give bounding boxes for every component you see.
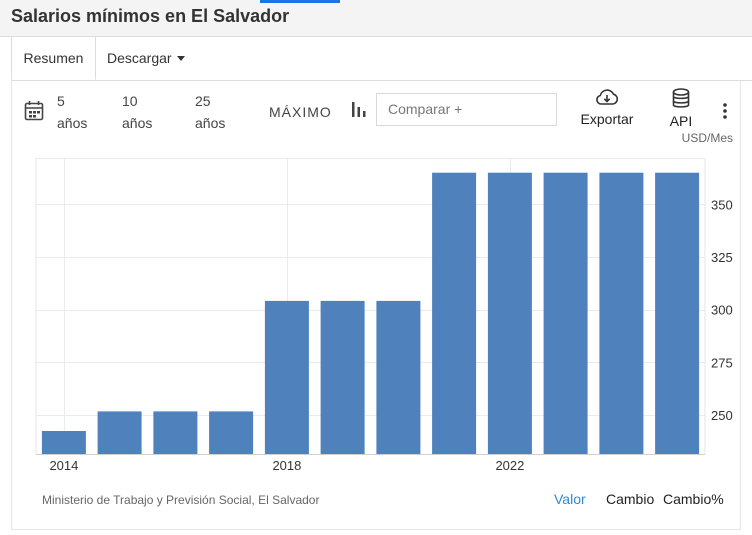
range-25-years-button[interactable]: 25 años xyxy=(195,90,225,134)
bar xyxy=(320,300,365,454)
range-max-button[interactable]: MÁXIMO xyxy=(269,104,332,120)
bar xyxy=(264,300,309,454)
calendar-icon[interactable] xyxy=(24,100,44,122)
bar xyxy=(432,172,477,454)
api-button[interactable]: API xyxy=(664,88,698,129)
api-label: API xyxy=(669,113,693,129)
change-percent-tab[interactable]: Cambio% xyxy=(663,491,724,507)
chart-card xyxy=(11,80,741,530)
source-text: Ministerio de Trabajo y Previsión Social… xyxy=(42,493,320,507)
bar xyxy=(599,172,644,454)
top-bar xyxy=(0,0,752,37)
change-tab[interactable]: Cambio xyxy=(606,491,655,507)
tab-download-label: Descargar xyxy=(107,50,172,66)
range-5-number: 5 xyxy=(57,93,65,109)
y-tick-label: 275 xyxy=(711,355,733,370)
export-label: Exportar xyxy=(580,111,634,127)
y-tick-label: 325 xyxy=(711,250,733,265)
bar xyxy=(543,172,588,454)
bar xyxy=(209,411,254,454)
tab-bar: Resumen Descargar xyxy=(11,36,752,81)
export-button[interactable]: Exportar xyxy=(578,88,636,127)
range-25-unit: años xyxy=(195,115,226,131)
tab-download[interactable]: Descargar xyxy=(107,36,185,80)
bar-chart-icon[interactable] xyxy=(351,100,367,118)
range-10-unit: años xyxy=(122,115,153,131)
y-tick-label: 250 xyxy=(711,408,733,423)
compare-input[interactable]: Comparar + xyxy=(376,93,557,126)
caret-down-icon xyxy=(176,55,185,61)
range-5-years-button[interactable]: 5 años xyxy=(57,90,87,134)
range-25-number: 25 xyxy=(195,93,211,109)
x-tick-label: 2018 xyxy=(272,458,301,473)
bar xyxy=(153,411,198,454)
cloud-download-icon xyxy=(596,89,619,105)
database-icon xyxy=(672,88,690,108)
more-options-icon[interactable] xyxy=(720,102,730,120)
chart-unit: USD/Mes xyxy=(681,131,733,145)
active-indicator xyxy=(260,0,340,3)
x-tick-label: 2022 xyxy=(495,458,524,473)
value-tab[interactable]: Valor xyxy=(554,491,586,507)
tab-summary[interactable]: Resumen xyxy=(11,36,96,80)
page-title: Salarios mínimos en El Salvador xyxy=(11,6,290,26)
y-tick-label: 300 xyxy=(711,303,733,318)
bar xyxy=(487,172,532,454)
bar xyxy=(41,431,86,454)
y-tick-label: 350 xyxy=(711,197,733,212)
x-tick-label: 2014 xyxy=(49,458,78,473)
range-10-years-button[interactable]: 10 años xyxy=(122,90,152,134)
range-10-number: 10 xyxy=(122,93,138,109)
bar xyxy=(97,411,142,454)
range-5-unit: años xyxy=(57,115,88,131)
bar xyxy=(655,172,700,454)
bar xyxy=(376,300,421,454)
